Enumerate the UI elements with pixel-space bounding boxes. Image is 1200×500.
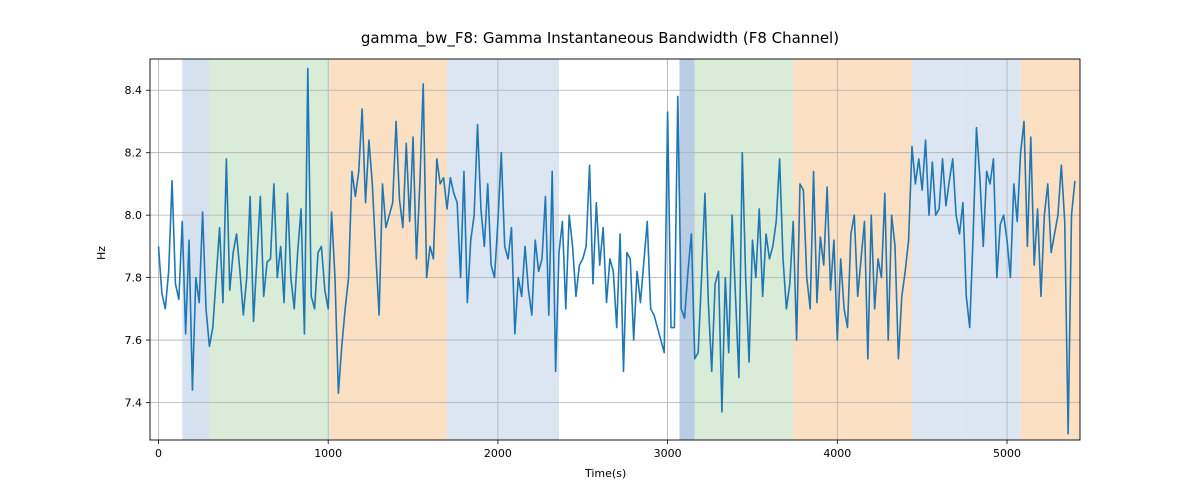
x-tick-label: 5000 [993,447,1021,460]
x-tick-label: 3000 [654,447,682,460]
y-tick-label: 8.2 [125,147,143,160]
phase-band [182,59,209,440]
phase-band [912,59,963,440]
phase-band [209,59,329,440]
phase-bands [182,59,1080,440]
x-tick-label: 2000 [484,447,512,460]
x-tick-label: 4000 [823,447,851,460]
y-tick-label: 7.6 [125,334,143,347]
y-tick-label: 8.0 [125,209,143,222]
x-tick-label: 1000 [314,447,342,460]
line-chart: 0 1000 2000 3000 4000 5000 7.4 7.6 7.8 8.0 8.2 8.4 [0,0,1200,500]
x-tick-label: 0 [155,447,162,460]
y-tick-label: 7.8 [125,272,143,285]
phase-band [695,59,793,440]
y-tick-label: 7.4 [125,397,143,410]
y-tick-label: 8.4 [125,84,143,97]
chart-container: gamma_bw_F8: Gamma Instantaneous Bandwid… [0,0,1200,500]
